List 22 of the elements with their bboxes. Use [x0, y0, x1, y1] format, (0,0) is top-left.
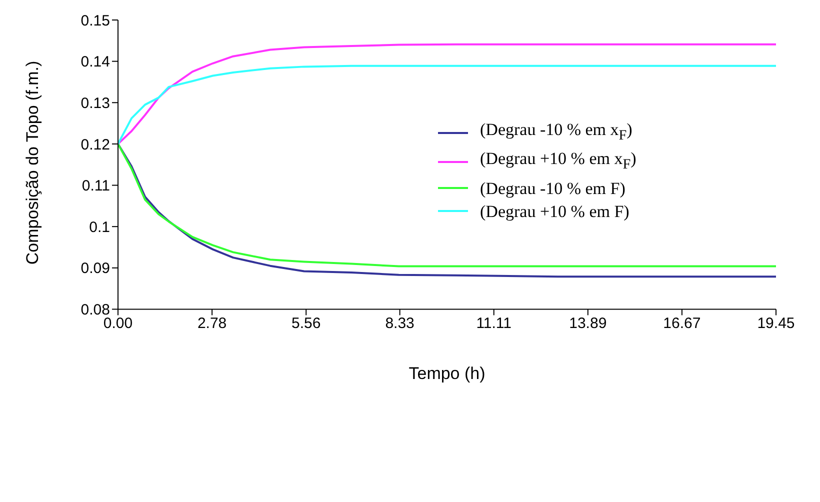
y-tick-label: 0.14	[80, 54, 110, 71]
y-tick-label: 0.11	[82, 178, 110, 195]
x-tick-label: 19.45	[757, 314, 795, 332]
y-tick-label: 0.12	[80, 136, 110, 154]
line-series	[118, 64, 776, 145]
x-axis-title: Tempo (h)	[408, 364, 486, 384]
x-tick-label: 2.78	[197, 314, 227, 332]
x-tick-label: 13.89	[569, 314, 607, 332]
legend-label: (Degrau +10 % em F)	[480, 202, 630, 221]
legend-label: (Degrau -10 % em F)	[480, 178, 626, 198]
x-tick-label: 11.11	[476, 314, 512, 332]
x-tick-label: 5.56	[291, 314, 321, 332]
legend-label: (Degrau +10 % em x$_{F}$)	[480, 149, 636, 173]
y-tick-label: 0.15	[80, 12, 110, 30]
line-series	[118, 43, 776, 145]
legend-label: (Degrau -10 % em x$_{F}$)	[480, 120, 632, 144]
y-tick-label: 0.09	[80, 260, 110, 278]
y-axis-title: Composição do Topo (f.m.)	[23, 60, 42, 265]
y-tick-label: 0.13	[80, 94, 110, 112]
y-tick-label: 0.1	[89, 218, 110, 236]
x-tick-label: 8.33	[385, 314, 414, 332]
x-tick-label: 16.67	[663, 314, 701, 332]
